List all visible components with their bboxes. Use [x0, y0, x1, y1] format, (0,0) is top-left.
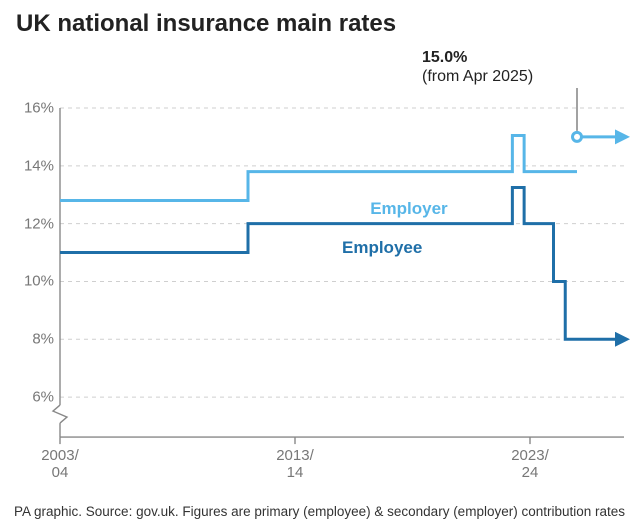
source-line: PA graphic. Source: gov.uk. Figures are …	[14, 504, 625, 519]
y-tick-label: 6%	[16, 389, 54, 406]
y-tick-label: 10%	[16, 273, 54, 290]
future-rate-annotation: 15.0% (from Apr 2025)	[422, 48, 533, 86]
employee-series-label: Employee	[342, 238, 422, 258]
y-tick-label: 8%	[16, 331, 54, 348]
x-tick-label: 2003/04	[30, 447, 90, 482]
future-rate-value: 15.0%	[422, 49, 467, 66]
x-tick-label: 2023/24	[500, 447, 560, 482]
future-rate-note: (from Apr 2025)	[422, 68, 533, 85]
chart-title: UK national insurance main rates	[16, 10, 396, 38]
x-tick-label: 2013/14	[265, 447, 325, 482]
y-tick-label: 12%	[16, 215, 54, 232]
chart-svg	[60, 108, 624, 426]
chart-plot-area	[60, 108, 624, 426]
y-tick-label: 16%	[16, 100, 54, 117]
employer-series-label: Employer	[370, 199, 447, 219]
y-tick-label: 14%	[16, 157, 54, 174]
